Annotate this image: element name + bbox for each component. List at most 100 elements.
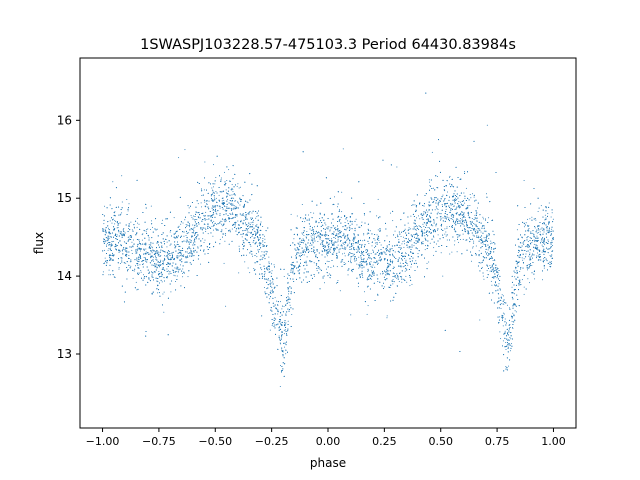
data-point (421, 255, 423, 257)
data-point (183, 254, 185, 256)
data-point (443, 199, 445, 201)
data-point (417, 238, 419, 240)
data-point (502, 303, 504, 305)
data-point (163, 257, 165, 259)
data-point (188, 223, 190, 225)
data-point (402, 241, 404, 243)
data-point (488, 237, 490, 239)
data-point (255, 241, 257, 243)
data-point (106, 245, 108, 247)
data-point (279, 301, 281, 303)
data-point (305, 218, 307, 220)
data-point (280, 343, 282, 345)
data-point (370, 265, 372, 267)
data-point (152, 247, 154, 249)
data-point (140, 244, 142, 246)
data-point (415, 232, 417, 234)
data-point (239, 204, 241, 206)
data-point (383, 286, 385, 288)
data-point (393, 273, 395, 275)
data-point (368, 274, 370, 276)
data-point (313, 212, 315, 214)
data-point (162, 293, 164, 295)
data-point (161, 281, 163, 283)
data-point (322, 277, 324, 279)
data-point (358, 247, 360, 249)
data-point (404, 258, 406, 260)
data-point (434, 209, 436, 211)
data-point (411, 283, 413, 285)
data-point (104, 249, 106, 251)
data-point (114, 211, 116, 213)
data-point (326, 241, 328, 243)
data-point (513, 293, 515, 295)
data-point (396, 277, 398, 279)
data-point (158, 241, 160, 243)
data-point (140, 270, 142, 272)
data-point (518, 256, 520, 258)
data-point (367, 228, 369, 230)
data-point (535, 219, 537, 221)
data-point (108, 238, 110, 240)
data-point (197, 216, 199, 218)
data-point (359, 262, 361, 264)
data-point (445, 216, 447, 218)
data-point (135, 281, 137, 283)
data-point (167, 270, 169, 272)
data-point (500, 303, 502, 305)
data-point (351, 271, 353, 273)
data-point (265, 250, 267, 252)
data-point (193, 227, 195, 229)
data-point (137, 244, 139, 246)
data-point (521, 257, 523, 259)
data-point (328, 242, 330, 244)
data-point (136, 232, 138, 234)
data-point (424, 249, 426, 251)
data-point (271, 270, 273, 272)
data-point (308, 220, 310, 222)
data-point (547, 213, 549, 215)
data-point (120, 213, 122, 215)
data-point (268, 278, 270, 280)
data-point (539, 231, 541, 233)
data-point (518, 245, 520, 247)
data-point (508, 330, 510, 332)
data-point (417, 237, 419, 239)
data-point (473, 196, 475, 198)
data-point (409, 285, 411, 287)
data-point (290, 213, 292, 215)
data-point (327, 244, 329, 246)
data-point (506, 304, 508, 306)
data-point (386, 246, 388, 248)
data-point (208, 200, 210, 202)
data-point (104, 228, 106, 230)
data-point (285, 349, 287, 351)
data-point (464, 202, 466, 204)
data-point (379, 242, 381, 243)
data-point (371, 245, 373, 247)
data-point (283, 346, 285, 348)
data-point (422, 223, 424, 225)
data-point (370, 261, 372, 263)
data-point (311, 237, 313, 239)
data-point (544, 244, 546, 246)
data-point (225, 189, 227, 191)
data-point (497, 276, 499, 278)
data-point (481, 266, 483, 268)
data-point (394, 251, 396, 253)
data-point (481, 225, 483, 227)
data-point (157, 292, 159, 294)
data-point (426, 262, 428, 264)
data-point (511, 317, 513, 319)
data-point (536, 226, 538, 228)
data-point (183, 272, 185, 274)
data-point (180, 223, 182, 225)
data-point (102, 271, 104, 273)
data-point (178, 225, 180, 227)
data-point (385, 271, 387, 273)
data-point (547, 241, 549, 243)
data-point (361, 245, 363, 247)
data-point (116, 227, 118, 229)
data-point (363, 234, 365, 236)
data-point (378, 252, 380, 254)
